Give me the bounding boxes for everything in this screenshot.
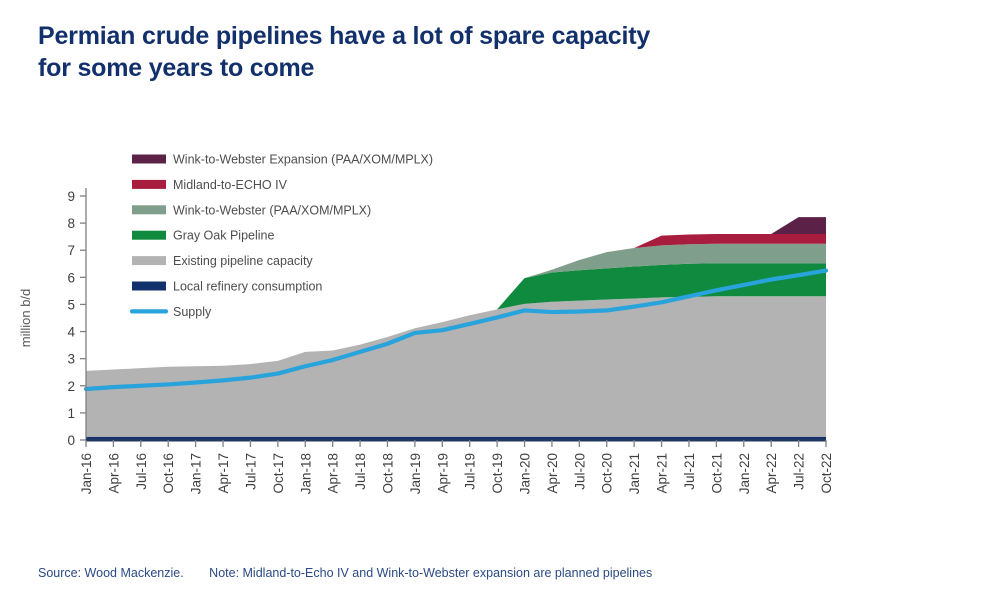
x-axis-tick-label: Oct-20 — [600, 453, 615, 494]
area-series — [86, 296, 826, 437]
y-axis-title-text: million b/d — [18, 289, 33, 348]
x-axis-tick-label: Jan-21 — [627, 453, 642, 494]
y-axis-tick-label: 8 — [67, 216, 75, 231]
footnote: Source: Wood Mackenzie. Note: Midland-to… — [38, 566, 652, 580]
x-axis-tick-label: Apr-18 — [326, 453, 341, 494]
x-axis-tick-label: Jan-17 — [189, 453, 204, 494]
x-axis-tick-label: Oct-21 — [709, 453, 724, 494]
x-axis-tick-label: Apr-16 — [106, 453, 121, 494]
x-axis-tick-label: Jul-20 — [572, 453, 587, 490]
x-axis-tick-label: Jul-22 — [792, 453, 807, 490]
legend-swatch — [132, 154, 166, 164]
legend-label: Local refinery consumption — [173, 280, 322, 294]
x-axis-tick-label: Oct-17 — [271, 453, 286, 494]
x-axis: Jan-16 Apr-16 Jul-16 Oct-16 Jan-17 Apr-17 Jul-… — [79, 438, 834, 494]
legend-label: Gray Oak Pipeline — [173, 229, 274, 243]
supply-line — [83, 268, 829, 392]
y-axis-title: million b/d — [18, 289, 33, 348]
x-axis-tick-label: Jul-18 — [353, 453, 368, 490]
y-axis-tick-label: 2 — [67, 379, 75, 394]
x-axis-tick-label: Apr-20 — [545, 453, 560, 494]
legend-swatch — [132, 230, 166, 240]
x-axis-tick-label: Jul-17 — [243, 453, 258, 490]
x-axis-tick-label: Jul-19 — [463, 453, 478, 490]
x-axis-tick-label: Apr-21 — [655, 453, 670, 494]
legend-swatch — [132, 205, 166, 215]
x-axis-tick-label: Jan-22 — [737, 453, 752, 494]
x-axis-tick-label: Jan-16 — [79, 453, 94, 494]
y-axis-tick-label: 0 — [67, 433, 75, 448]
legend-label: Existing pipeline capacity — [173, 254, 313, 268]
x-axis-tick-label: Apr-19 — [435, 453, 450, 494]
legend-label: Wink-to-Webster Expansion (PAA/XOM/MPLX) — [173, 153, 433, 167]
y-axis-tick-label: 5 — [67, 297, 75, 312]
supply-line-path — [83, 268, 829, 392]
y-axis-tick-label: 7 — [67, 243, 75, 258]
chart-legend: Wink-to-Webster Expansion (PAA/XOM/MPLX)… — [129, 153, 433, 319]
y-axis-tick-label: 4 — [67, 325, 75, 340]
x-axis-tick-label: Apr-22 — [764, 453, 779, 494]
legend-swatch — [132, 281, 166, 291]
x-axis-tick-label: Jul-16 — [134, 453, 149, 490]
legend-label: Midland-to-ECHO IV — [173, 178, 288, 192]
area-series — [86, 263, 826, 371]
x-axis-tick-label: Apr-17 — [216, 453, 231, 494]
x-axis-tick-label: Jul-21 — [682, 453, 697, 490]
y-axis-tick-label: 6 — [67, 270, 75, 285]
legend-swatch — [132, 256, 166, 266]
x-axis-tick-label: Jan-20 — [518, 453, 533, 494]
y-axis-tick-label: 9 — [67, 189, 75, 204]
page-title-line-1: Permian crude pipelines have a lot of sp… — [38, 22, 651, 50]
x-axis-tick-label: Oct-16 — [161, 453, 176, 494]
x-axis-tick-label: Jan-18 — [298, 453, 313, 494]
x-axis-tick-label: Oct-19 — [490, 453, 505, 494]
x-axis-tick-label: Oct-22 — [819, 453, 834, 494]
page-title-line-2: for some years to come — [38, 54, 315, 82]
x-axis-tick-label: Jan-19 — [408, 453, 423, 494]
legend-label: Supply — [173, 305, 212, 319]
footnote-source: Source: Wood Mackenzie. — [38, 566, 184, 580]
area-series — [86, 243, 826, 371]
y-axis-tick-label: 1 — [67, 406, 75, 421]
footnote-note: Note: Midland-to-Echo IV and Wink-to-Web… — [209, 566, 653, 580]
y-axis: 0 1 2 3 4 5 6 7 8 9 — [67, 188, 87, 448]
x-axis-tick-label: Oct-18 — [380, 453, 395, 494]
page-title: Permian crude pipelines have a lot of sp… — [38, 20, 798, 84]
legend-label: Wink-to-Webster (PAA/XOM/MPLX) — [173, 203, 371, 217]
legend-swatch — [132, 179, 166, 189]
y-axis-tick-label: 3 — [67, 352, 75, 367]
